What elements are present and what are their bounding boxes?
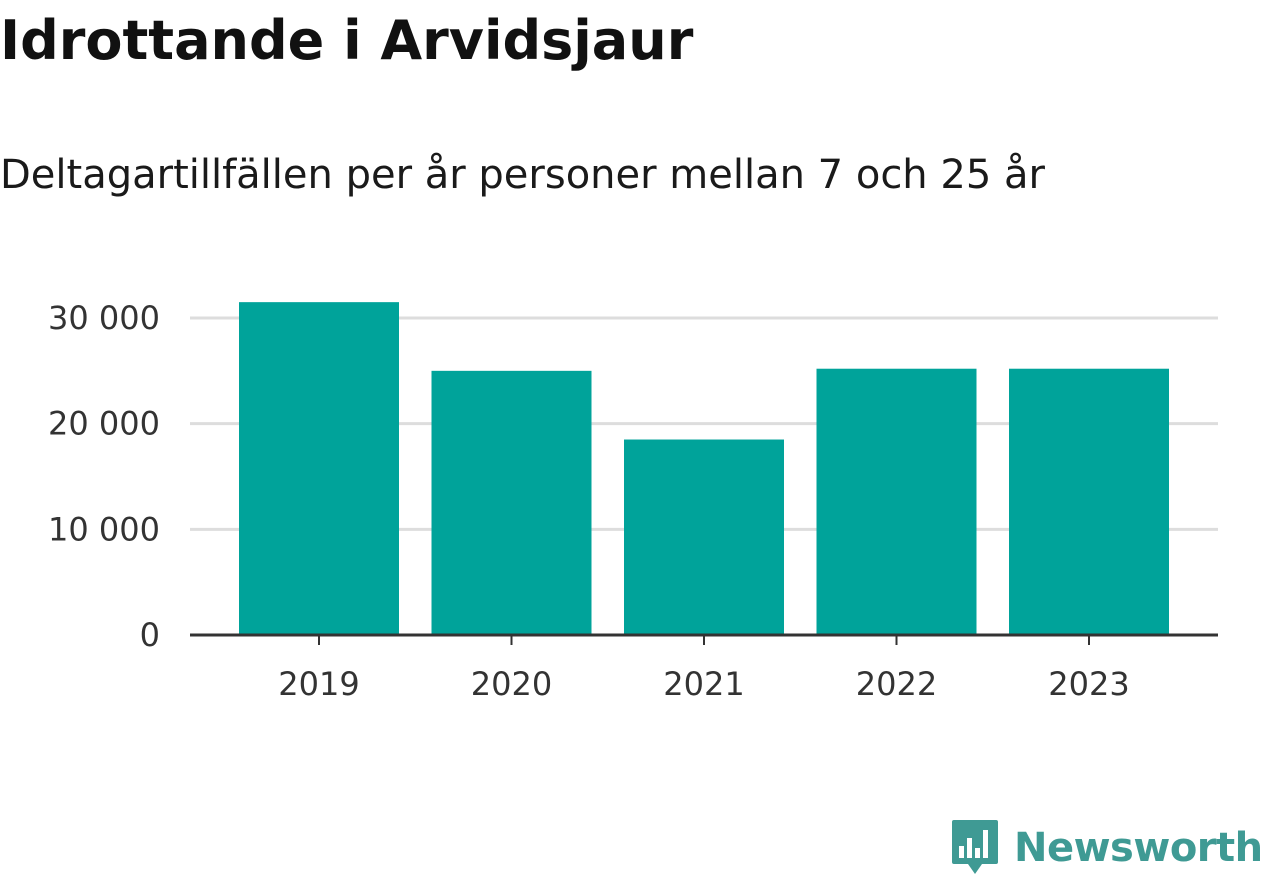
bar-2020 — [431, 370, 592, 635]
x-tick-label: 2019 — [278, 665, 359, 703]
newsworthy-logo: Newsworthy — [950, 818, 1262, 878]
y-tick-label: 20 000 — [48, 405, 160, 443]
y-tick-label: 10 000 — [48, 510, 160, 548]
chart-title: Idrottande i Arvidsjaur — [0, 9, 694, 72]
bar-2023 — [1009, 368, 1169, 635]
axes: 0 10 000 20 000 30 000 2019 2020 2021 2022 2023 — [48, 299, 1218, 703]
y-tick-label: 30 000 — [48, 299, 160, 337]
x-tick-label: 2020 — [471, 665, 552, 703]
y-tick-label: 0 — [140, 616, 160, 654]
bar-chart: 0 10 000 20 000 30 000 2019 2020 2021 2022 2023 — [48, 299, 1218, 703]
newsworthy-chart-bubble-icon — [952, 820, 998, 874]
bar-2021 — [624, 439, 784, 635]
x-tick-label: 2023 — [1048, 665, 1129, 703]
x-tick-label: 2022 — [856, 665, 937, 703]
bar-2019 — [239, 302, 399, 635]
bar-2022 — [816, 368, 977, 635]
logo-text: Newsworthy — [1014, 825, 1262, 871]
chart-subtitle: Deltagartillfällen per år personer mella… — [0, 152, 1045, 198]
bars — [239, 302, 1169, 635]
x-tick-label: 2021 — [663, 665, 744, 703]
